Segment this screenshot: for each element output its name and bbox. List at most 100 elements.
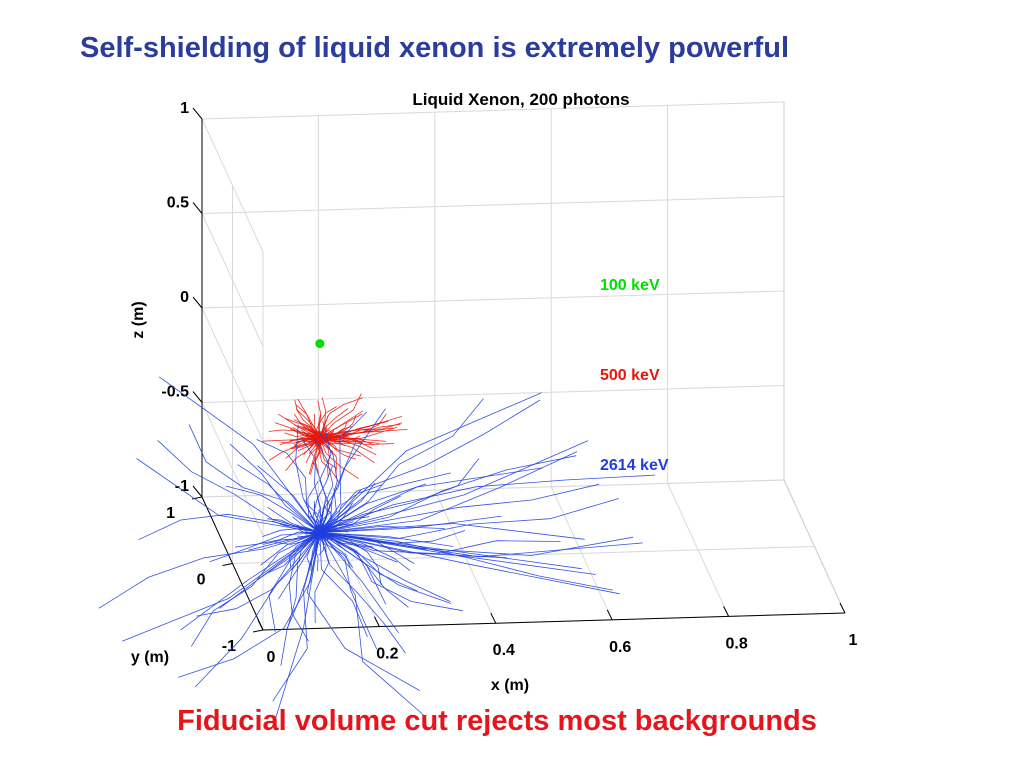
track-2614-kev [319, 532, 454, 547]
origin-2614-kev [312, 525, 327, 540]
track-2614-kev [98, 532, 320, 609]
x-tick [723, 606, 730, 617]
track-2614-kev [319, 532, 463, 612]
box-edge [783, 479, 846, 614]
track-2614-kev [319, 399, 541, 533]
track-2614-kev [178, 532, 321, 678]
grid-line [201, 118, 264, 253]
track-2614-kev [319, 498, 619, 540]
y-tick-label: -1 [222, 638, 236, 655]
track-2614-kev [248, 532, 320, 551]
track-2614-kev [319, 427, 332, 533]
x-tick [373, 616, 380, 627]
y-tick-label: 0 [197, 572, 206, 589]
track-500-kev [319, 393, 362, 439]
track-2614-kev [319, 532, 351, 568]
z-axis-label: z (m) [130, 301, 147, 338]
track-500-kev [319, 437, 380, 444]
track-2614-kev [319, 455, 577, 533]
track-2614-kev [319, 532, 596, 575]
track-2614-kev [319, 502, 353, 533]
track-2614-kev [190, 532, 320, 647]
track-500-kev [294, 399, 321, 439]
track-2614-kev [319, 532, 382, 586]
track-2614-kev [306, 532, 420, 691]
track-2614-kev [319, 515, 502, 533]
track-2614-kev [319, 482, 376, 533]
track-2614-kev [319, 440, 589, 533]
track-2614-kev [188, 424, 321, 533]
track-2614-kev [280, 532, 321, 666]
track-2614-kev [314, 438, 334, 533]
track-2614-kev [319, 532, 368, 637]
x-tick [606, 609, 613, 621]
track-2614-kev [219, 532, 321, 609]
x-axis-line [262, 612, 846, 631]
z-tick [192, 107, 203, 120]
grid-line [201, 307, 264, 442]
grid-line [201, 385, 785, 403]
track-500-kev [319, 437, 337, 479]
track-2614-kev [319, 523, 585, 540]
x-tick-label: 0 [267, 649, 276, 666]
legend-label-2614-kev: 2614 keV [600, 457, 669, 474]
track-2614-kev [267, 532, 320, 574]
grid-line [201, 402, 264, 536]
track-2614-kev [319, 484, 383, 533]
track-2614-kev [319, 532, 643, 558]
z-tick-label: 0 [180, 289, 189, 306]
track-2614-kev [274, 532, 321, 723]
track-2614-kev [256, 439, 321, 533]
z-tick-label: -0.5 [161, 384, 189, 401]
x-axis-label: x (m) [491, 677, 529, 694]
track-2614-kev [209, 532, 320, 563]
track-2614-kev [319, 532, 406, 654]
y-tick-label: 1 [166, 505, 175, 522]
x-tick [257, 619, 264, 631]
z-tick [192, 485, 203, 498]
point-100-kev [315, 339, 325, 349]
track-2614-kev [319, 411, 367, 533]
track-2614-kev [180, 532, 321, 631]
grid-line [201, 290, 785, 309]
track-2614-kev [289, 532, 321, 569]
track-2614-kev [121, 532, 321, 642]
track-2614-kev [319, 532, 378, 650]
x-tick-label: 0.4 [493, 642, 515, 659]
track-2614-kev [267, 506, 320, 533]
track-2614-kev [267, 518, 320, 533]
x-tick [839, 602, 846, 614]
track-2614-kev [158, 376, 321, 533]
track-2614-kev [319, 532, 613, 591]
track-2614-kev [319, 392, 542, 533]
track-2614-kev [319, 489, 362, 533]
track-2614-kev [312, 465, 333, 533]
track-2614-kev [307, 480, 321, 533]
track-500-kev [319, 413, 387, 439]
track-2614-kev [319, 483, 600, 533]
track-2614-kev [234, 531, 320, 548]
slide-caption: Fiducial volume cut rejects most backgro… [177, 705, 817, 737]
track-500-kev [268, 437, 320, 461]
track-2614-kev [319, 532, 620, 595]
z-tick [192, 202, 203, 214]
track-2614-kev [286, 532, 321, 630]
track-2614-kev [319, 495, 401, 533]
track-2614-kev [226, 485, 321, 533]
track-2614-kev [257, 465, 321, 533]
y-tick [191, 496, 203, 500]
track-2614-kev [319, 474, 655, 533]
x-tick-label: 0.6 [609, 639, 631, 656]
track-2614-kev [136, 458, 320, 533]
track-2614-kev [300, 436, 322, 533]
track-2614-kev [319, 532, 380, 552]
z-tick-label: -1 [175, 478, 189, 495]
track-500-kev [319, 420, 389, 439]
track-500-kev [297, 398, 321, 439]
legend-label-100-kev: 100 keV [600, 277, 660, 294]
y-axis-label: y (m) [131, 649, 169, 666]
y-tick [222, 563, 233, 566]
z-tick-label: 0.5 [167, 195, 189, 212]
track-2614-kev [319, 483, 427, 533]
